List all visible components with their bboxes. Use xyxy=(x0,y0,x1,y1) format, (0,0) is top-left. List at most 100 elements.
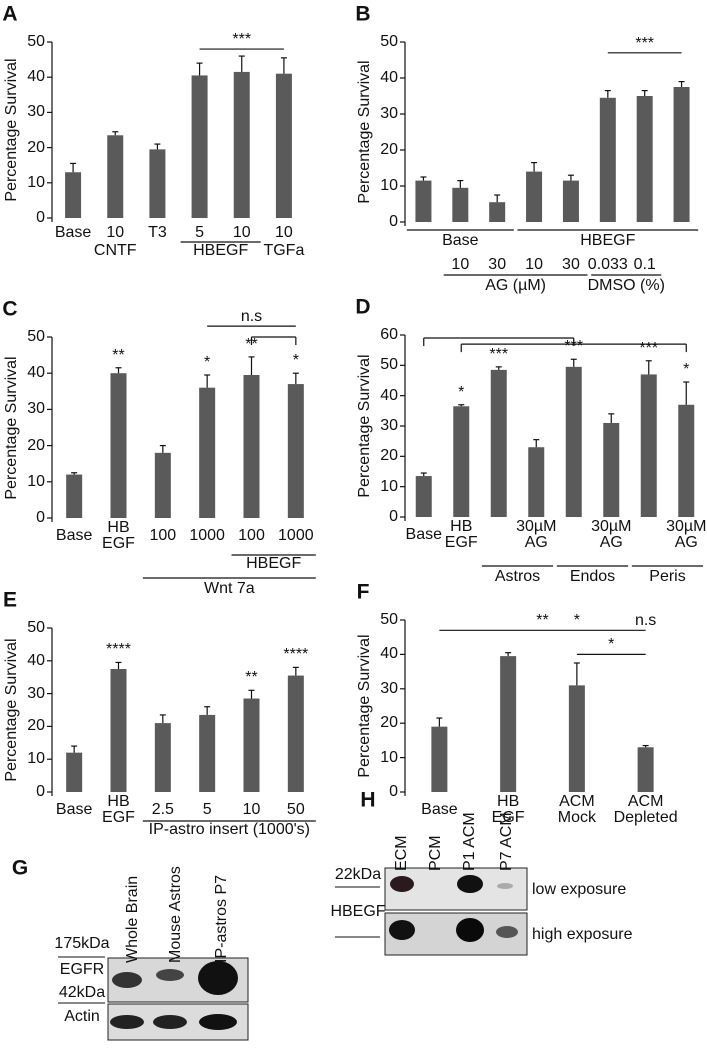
marker-label: EGFR xyxy=(59,961,105,978)
y-tick-label: 10 xyxy=(27,750,45,768)
bar xyxy=(199,387,216,518)
y-tick-label: 0 xyxy=(389,213,398,230)
panel-label: A xyxy=(2,2,18,26)
x-tick-label: HB EGF xyxy=(102,793,135,826)
x-tick-label: 30µM AG xyxy=(591,518,632,551)
y-axis-label: Percentage Survival xyxy=(3,355,20,500)
significance: ** xyxy=(536,612,549,630)
panel-label: D xyxy=(355,295,371,319)
x-tick-label: 30µM AG xyxy=(666,518,707,551)
group-label: HBEGF xyxy=(246,555,302,572)
x-tick-label: 10 xyxy=(525,256,543,273)
significance: **** xyxy=(106,641,131,659)
y-axis-label: Percentage Survival xyxy=(356,634,373,778)
x-tick-label: HB EGF xyxy=(444,518,478,551)
group-label: HBEGF xyxy=(193,242,249,259)
band xyxy=(156,969,184,981)
group-label: Endos xyxy=(569,568,616,585)
bar xyxy=(199,714,216,792)
y-axis-label: Percentage Survival xyxy=(356,354,373,498)
band xyxy=(153,1015,187,1029)
significance: n.s xyxy=(634,612,657,630)
lane-label: PCM xyxy=(427,835,444,871)
x-tick-label: Base xyxy=(54,224,92,241)
significance: *** xyxy=(564,338,584,356)
y-axis-label: Percentage Survival xyxy=(356,60,373,204)
x-tick-label: 30µM AG xyxy=(516,518,557,551)
bar xyxy=(243,375,260,518)
band xyxy=(457,875,483,893)
exposure-label: high exposure xyxy=(532,926,633,943)
y-tick-label: 50 xyxy=(27,619,45,636)
bar xyxy=(490,369,507,517)
band xyxy=(496,926,518,938)
panel-label: E xyxy=(2,588,18,612)
bar xyxy=(637,747,654,792)
y-tick-label: 40 xyxy=(380,69,398,86)
significance: * xyxy=(573,612,580,630)
group-label: Astros xyxy=(494,568,541,585)
y-tick-label: 30 xyxy=(380,105,398,122)
x-tick-label: 30 xyxy=(488,256,507,273)
y-tick-label: 20 xyxy=(380,141,398,158)
y-tick-label: 50 xyxy=(27,328,45,345)
significance: * xyxy=(292,352,299,370)
x-tick-label: 10 xyxy=(232,224,251,241)
bar xyxy=(526,171,543,222)
lane-label: Mouse Astros xyxy=(167,866,184,963)
bar xyxy=(233,71,250,218)
bar xyxy=(110,669,127,792)
x-tick-label: Base xyxy=(421,801,458,818)
x-tick-label: 1000 xyxy=(189,527,225,544)
significance: * xyxy=(204,354,211,371)
bar xyxy=(431,726,448,792)
bar xyxy=(673,87,690,222)
y-tick-label: 40 xyxy=(27,364,45,382)
y-tick-label: 20 xyxy=(380,447,398,465)
group-label: Peris xyxy=(649,568,686,585)
significance: ** xyxy=(112,346,125,364)
y-tick-label: 50 xyxy=(380,356,398,374)
y-tick-label: 20 xyxy=(380,714,398,732)
x-tick-label: 100 xyxy=(149,527,177,544)
lane-label: Whole Brain xyxy=(124,875,141,963)
bar xyxy=(603,422,620,517)
group-label: TGFa xyxy=(263,242,305,259)
y-tick-label: 30 xyxy=(380,679,398,697)
bar xyxy=(66,752,83,792)
y-tick-label: 40 xyxy=(27,651,45,669)
y-tick-label: 30 xyxy=(27,684,45,702)
x-tick-label: 10 xyxy=(242,801,261,818)
marker-label: 22kDa xyxy=(334,866,382,883)
y-tick-label: 0 xyxy=(389,783,398,800)
y-tick-label: 10 xyxy=(27,472,45,490)
x-tick-label: 10 xyxy=(275,224,293,241)
band xyxy=(198,961,238,995)
lane-label: ECM xyxy=(393,835,410,871)
marker-label: 175kDa xyxy=(54,935,110,952)
exposure-label: low exposure xyxy=(532,881,627,898)
marker-label: 42kDa xyxy=(58,984,106,1001)
blot-g xyxy=(58,956,249,1041)
x-tick-label: 0.033 xyxy=(587,256,628,273)
significance: *** xyxy=(635,34,655,52)
band xyxy=(112,972,142,988)
bar xyxy=(149,149,166,218)
bar xyxy=(415,476,432,517)
band xyxy=(199,1014,237,1030)
band xyxy=(389,920,415,940)
x-tick-label: 30 xyxy=(562,256,580,273)
y-axis-label: Percentage Survival xyxy=(3,58,20,202)
x-tick-label: Base xyxy=(55,801,93,818)
band xyxy=(456,918,484,942)
significance: * xyxy=(458,383,465,401)
y-tick-label: 50 xyxy=(27,33,45,50)
x-tick-label: 10 xyxy=(106,224,125,241)
bar xyxy=(489,202,506,222)
bar xyxy=(191,75,208,218)
bar xyxy=(107,135,124,218)
y-tick-label: 10 xyxy=(380,177,398,194)
x-tick-label: ACM Depleted xyxy=(613,793,678,826)
bar xyxy=(65,172,82,218)
